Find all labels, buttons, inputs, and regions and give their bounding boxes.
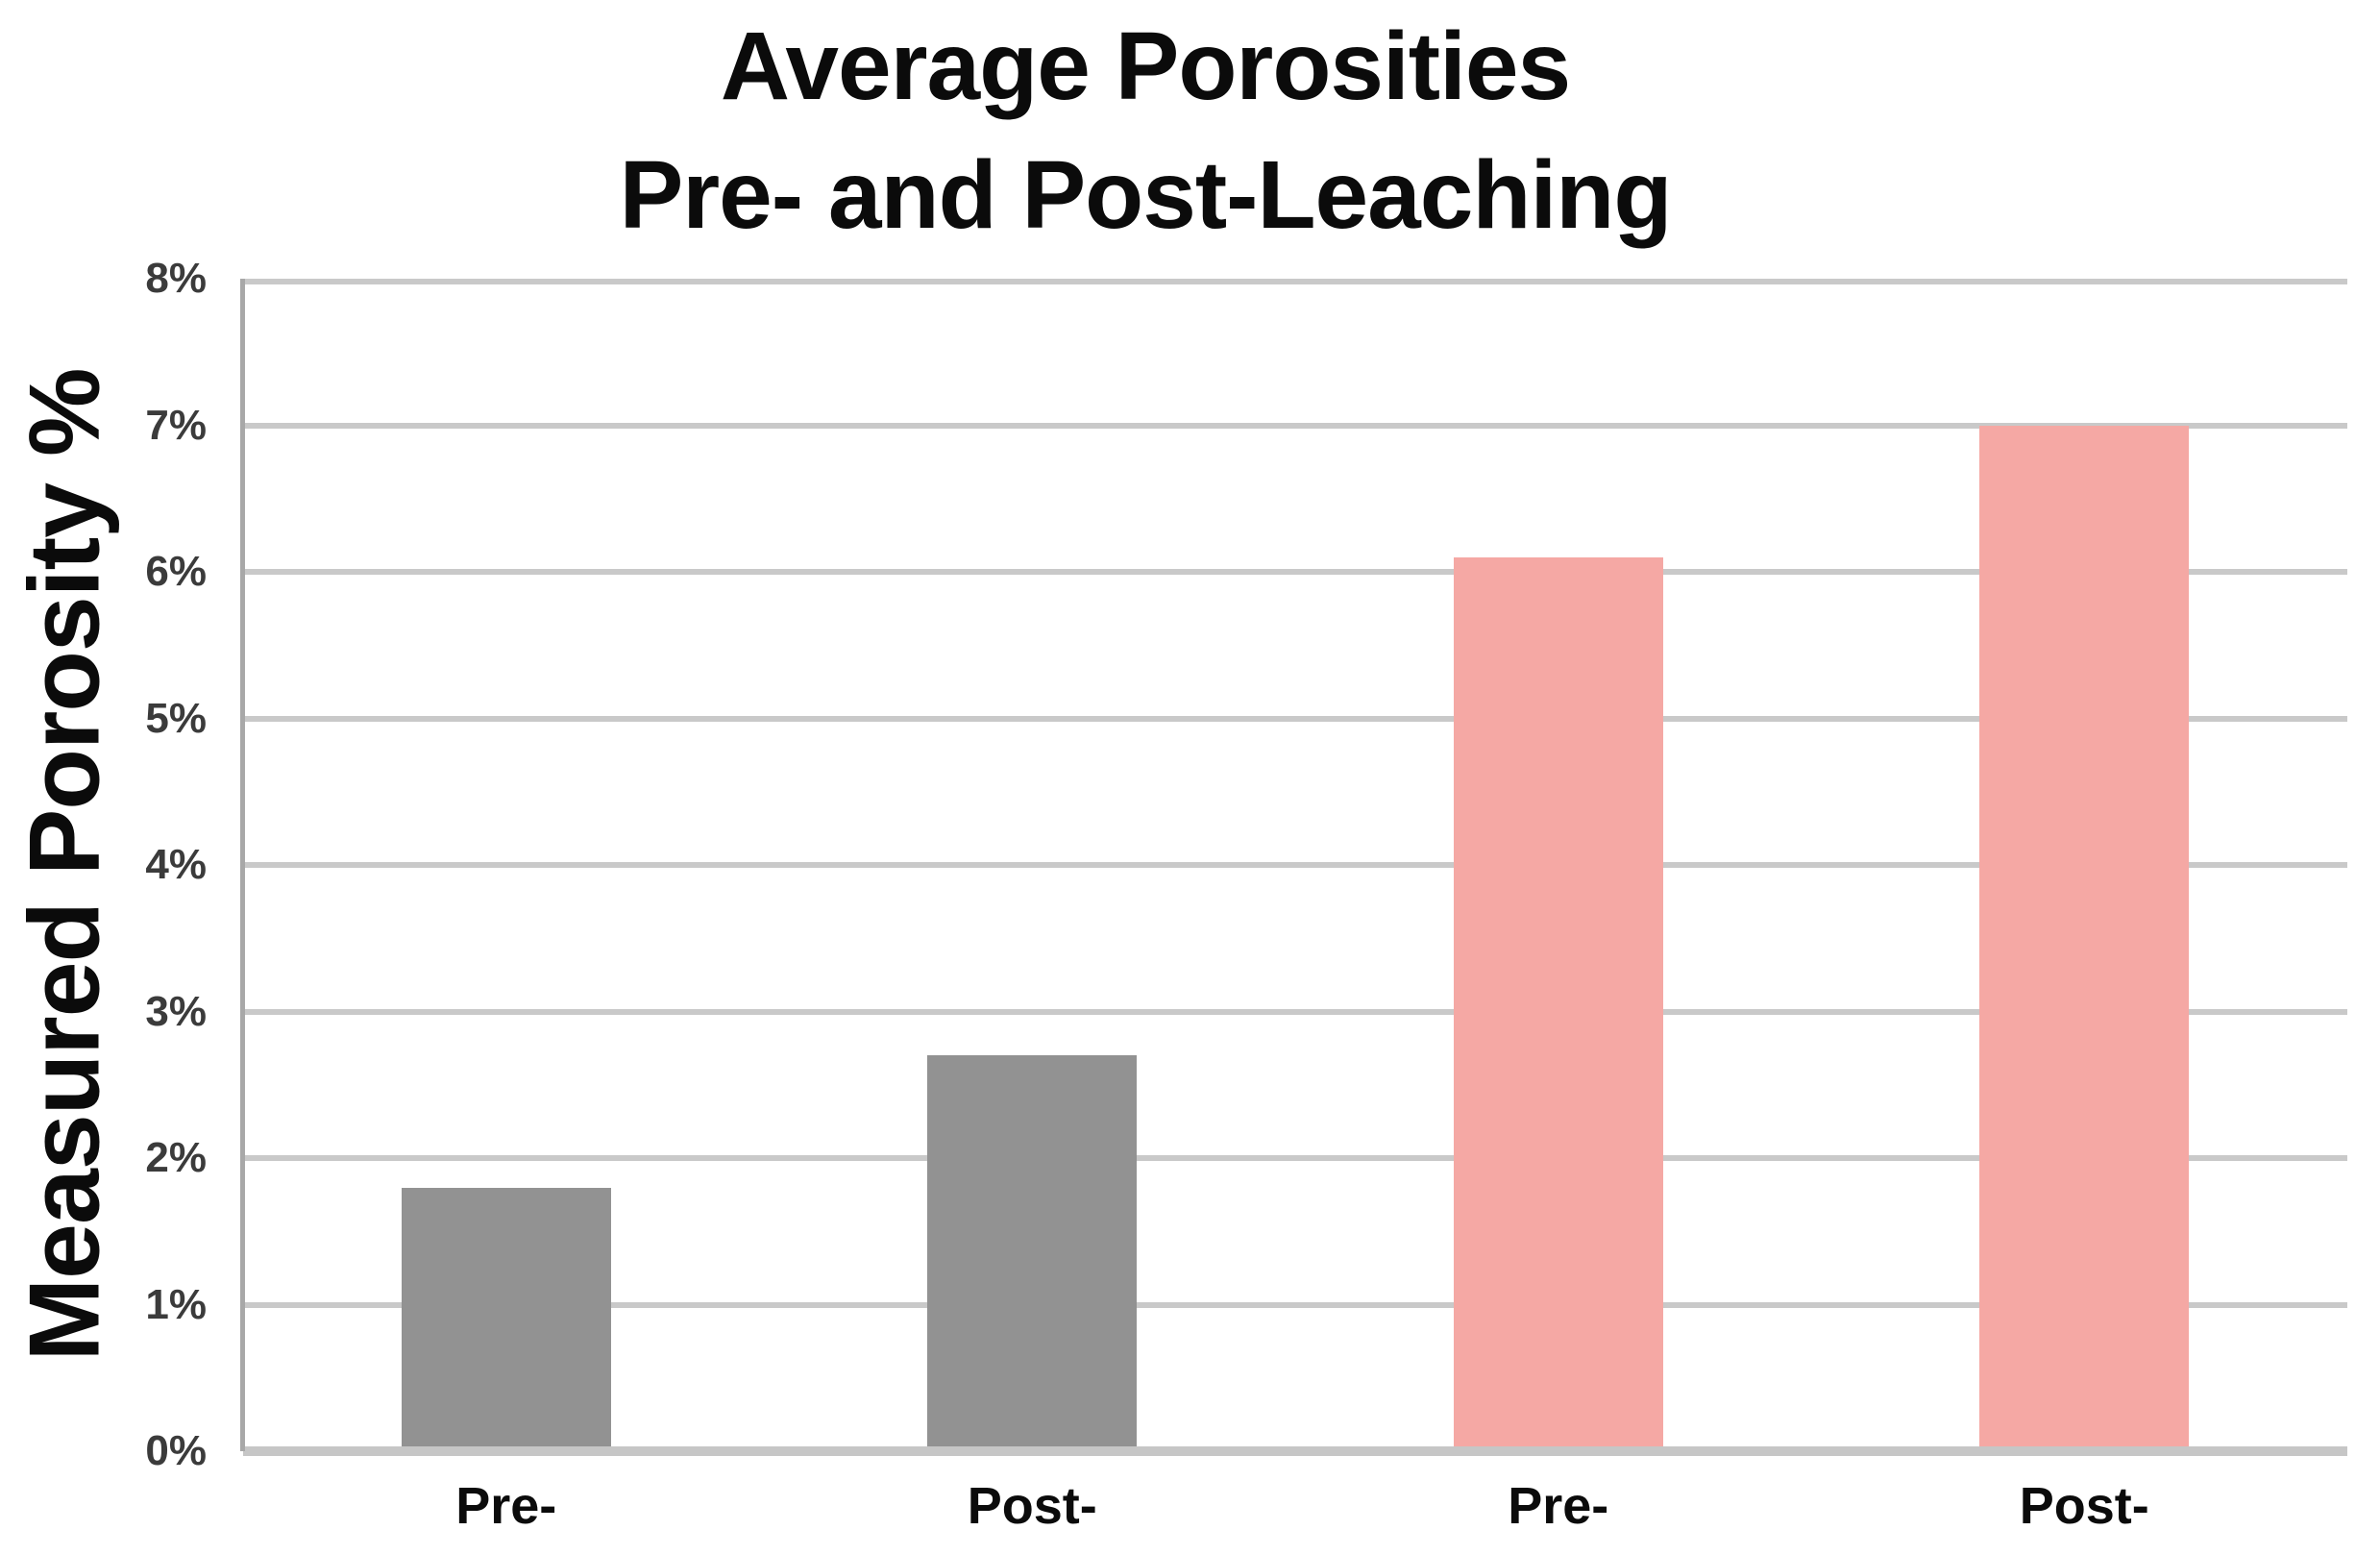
- chart-title-line1: Average Porosities: [720, 12, 1571, 120]
- bar-pre-2: [1453, 556, 1663, 1451]
- x-category-label-2: Pre-: [1508, 1477, 1609, 1535]
- gridline: [243, 279, 2347, 284]
- y-axis-line: [240, 279, 245, 1451]
- x-axis-line: [243, 1446, 2347, 1456]
- x-category-label-1: Post-: [967, 1477, 1097, 1535]
- gridline: [243, 1155, 2347, 1161]
- bar-post-3: [1979, 425, 2190, 1451]
- gridline: [243, 422, 2347, 429]
- gridline: [243, 1301, 2347, 1308]
- gridline: [243, 862, 2347, 868]
- x-category-label-3: Post-: [2019, 1477, 2149, 1535]
- y-tick-label-0pct: 0%: [145, 1427, 207, 1474]
- chart-title: Average Porosities Pre- and Post-Leachin…: [0, 2, 2291, 259]
- x-category-label-0: Pre-: [455, 1477, 557, 1535]
- plot-area: [240, 279, 2347, 1456]
- gridline: [243, 569, 2347, 575]
- chart-title-line2: Pre- and Post-Leaching: [619, 141, 1673, 249]
- bar-pre-0: [401, 1187, 611, 1451]
- bar-post-1: [927, 1055, 1138, 1451]
- y-axis-title: Measured Porosity %: [9, 368, 121, 1362]
- gridline: [243, 715, 2347, 722]
- gridline: [243, 1008, 2347, 1015]
- y-tick-label-8pct: 8%: [145, 255, 207, 302]
